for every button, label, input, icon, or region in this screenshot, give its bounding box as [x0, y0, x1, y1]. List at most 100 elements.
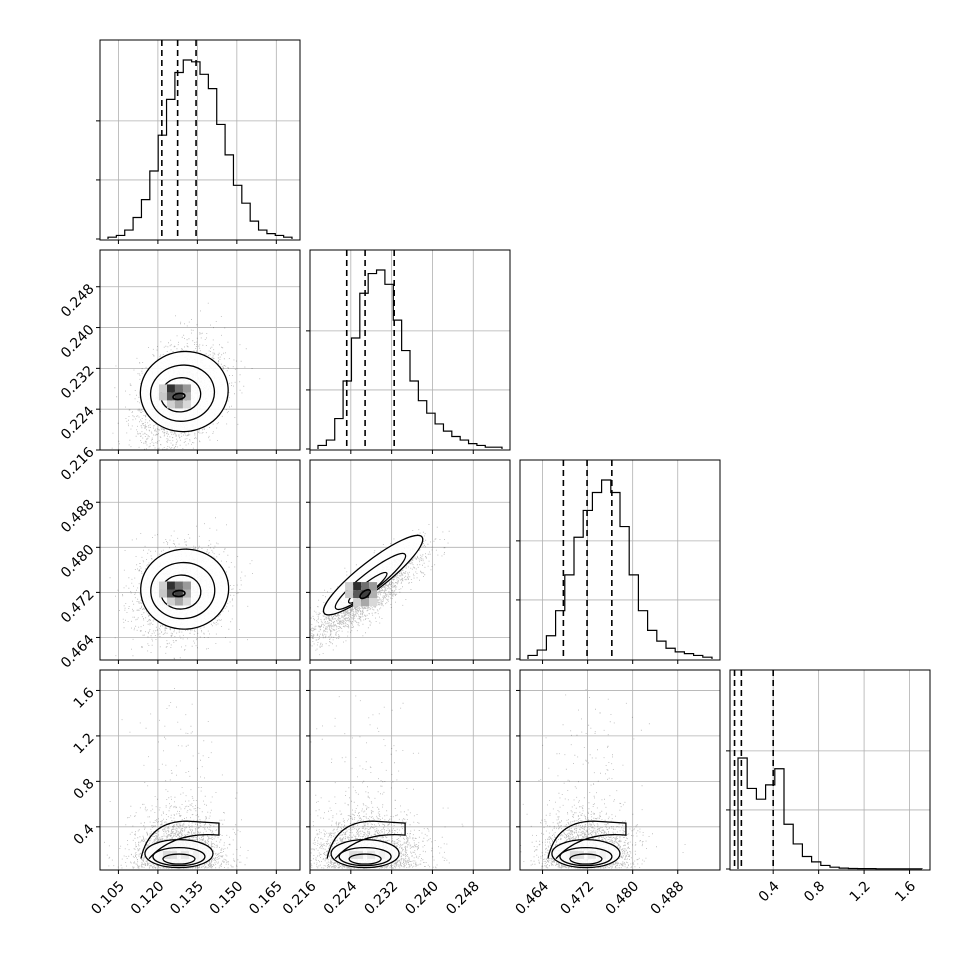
- scatter-points: [104, 688, 249, 869]
- histogram-panel-2: [516, 459, 721, 664]
- contour: [152, 846, 206, 867]
- contour: [569, 853, 603, 865]
- histogram-step: [527, 479, 713, 659]
- density-cell: [166, 589, 175, 598]
- density-cell: [182, 589, 191, 598]
- contour: [150, 561, 216, 620]
- histogram-panel-1: [306, 249, 511, 454]
- panel-frame: [99, 39, 301, 241]
- x-tick-label: 0.120: [128, 878, 168, 918]
- y-tick-label: 0.464: [58, 632, 98, 672]
- density-cell: [166, 384, 175, 393]
- density-cell: [369, 590, 378, 599]
- panel-frame: [99, 669, 301, 871]
- density-cell: [182, 400, 191, 409]
- contour: [162, 853, 196, 865]
- panel-content: [104, 688, 249, 869]
- y-tick-label: 0.240: [58, 322, 98, 362]
- panel-frame: [99, 459, 301, 661]
- panel-content: [520, 689, 686, 869]
- y-tick-label: 0.480: [58, 542, 98, 582]
- panel-frame: [309, 459, 511, 661]
- x-tick-label: 0.165: [246, 878, 286, 918]
- density-cell: [158, 589, 167, 598]
- contour: [348, 853, 382, 865]
- density-cell: [369, 598, 378, 607]
- x-tick-label: 0.488: [648, 878, 688, 918]
- density-cell: [353, 590, 362, 599]
- y-tick-label: 0.224: [58, 403, 98, 443]
- x-tick-label: 0.480: [603, 878, 643, 918]
- density-cell: [182, 392, 191, 401]
- histogram-step: [107, 59, 293, 239]
- contour: [547, 820, 627, 860]
- density-cell: [158, 384, 167, 393]
- density-cell: [353, 598, 362, 607]
- y-tick-label: 0.248: [58, 281, 98, 321]
- density-cell: [182, 597, 191, 606]
- density-cell: [174, 400, 183, 409]
- contour: [149, 364, 216, 422]
- panel-content: [310, 695, 464, 869]
- x-tick-label: 0.4: [756, 878, 783, 905]
- density-cell: [158, 581, 167, 590]
- x-tick-label: 0.8: [801, 878, 828, 905]
- contour: [172, 392, 186, 401]
- scatter-panel-1-0: [96, 249, 301, 454]
- x-tick-label: 0.472: [558, 878, 598, 918]
- density-cell: [174, 384, 183, 393]
- density-cell: [166, 392, 175, 401]
- y-tick-label: 1.2: [71, 730, 98, 757]
- x-tick-label: 1.2: [847, 878, 874, 905]
- panel-content: [100, 302, 261, 450]
- x-tick-label: 0.464: [512, 878, 552, 918]
- density-cell: [166, 581, 175, 590]
- density-cell: [166, 597, 175, 606]
- density-cell: [345, 582, 354, 591]
- density-cell: [174, 581, 183, 590]
- panel-frame: [519, 669, 721, 871]
- panel-frame: [309, 669, 511, 871]
- x-tick-label: 0.150: [207, 878, 247, 918]
- histogram-panel-3: [726, 669, 931, 874]
- panel-frame: [519, 459, 721, 661]
- density-cell: [174, 589, 183, 598]
- density-cell: [353, 582, 362, 591]
- panel-content: [310, 524, 450, 656]
- contour: [338, 846, 392, 867]
- density-cell: [345, 590, 354, 599]
- scatter-points: [310, 524, 450, 656]
- density-cell: [361, 598, 370, 607]
- histogram-step: [317, 269, 503, 449]
- y-tick-label: 0.232: [58, 363, 98, 403]
- x-tick-label: 1.6: [892, 878, 919, 905]
- panel-content: [109, 517, 253, 660]
- scatter-panel-2-0: [96, 459, 301, 664]
- y-tick-label: 0.8: [71, 776, 98, 803]
- density-cell: [182, 581, 191, 590]
- contour: [172, 589, 186, 598]
- panel-frame: [99, 249, 301, 451]
- x-tick-label: 0.248: [443, 878, 483, 918]
- panel-frame: [309, 249, 511, 451]
- density-cell: [166, 400, 175, 409]
- density-cell: [174, 597, 183, 606]
- scatter-panel-3-2: [516, 669, 721, 874]
- scatter-panel-3-0: [96, 669, 301, 874]
- contour: [559, 846, 613, 867]
- histogram-step: [737, 757, 923, 870]
- x-tick-label: 0.224: [321, 878, 361, 918]
- contour: [326, 820, 406, 860]
- density-cell: [361, 582, 370, 591]
- density-cell: [361, 590, 370, 599]
- x-tick-label: 0.240: [402, 878, 442, 918]
- contour: [359, 588, 371, 600]
- scatter-panel-3-1: [306, 669, 511, 874]
- scatter-panel-2-1: [306, 459, 511, 664]
- contour: [140, 820, 220, 860]
- x-tick-label: 0.135: [167, 878, 207, 918]
- x-tick-label: 0.232: [362, 878, 402, 918]
- density-cell: [158, 392, 167, 401]
- density-cell: [174, 392, 183, 401]
- x-tick-label: 0.216: [280, 878, 320, 918]
